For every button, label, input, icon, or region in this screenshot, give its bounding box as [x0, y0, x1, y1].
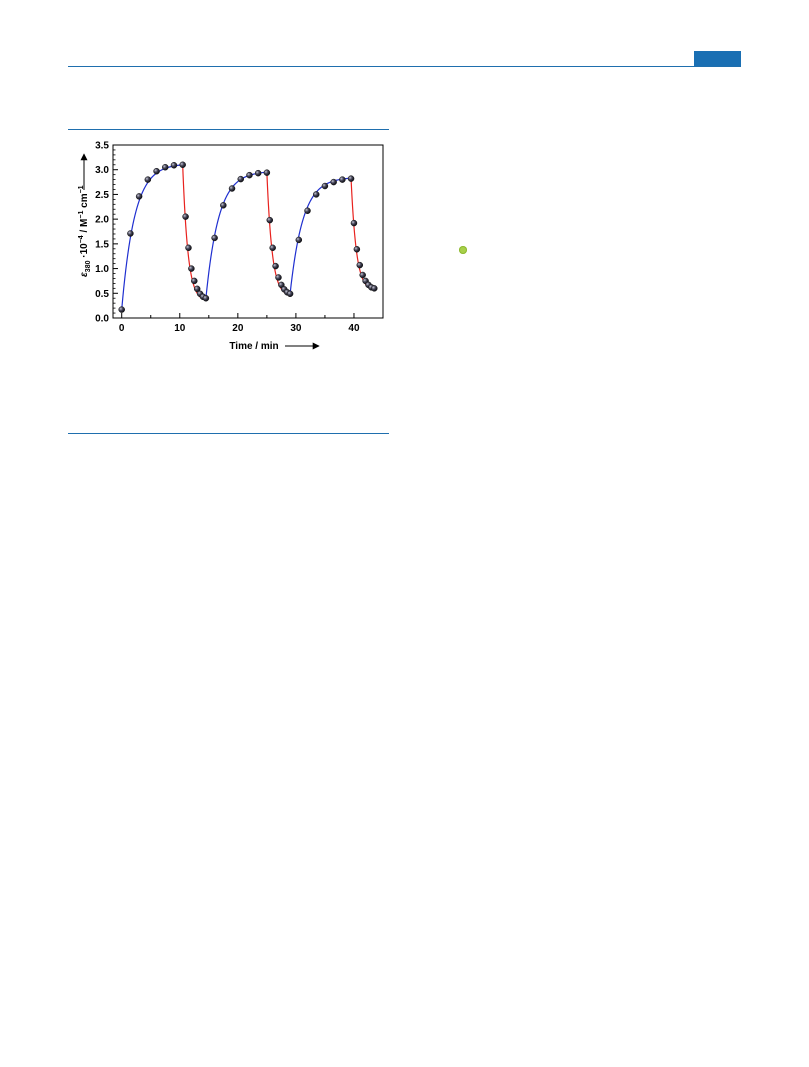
data-point: [272, 262, 279, 270]
fit-curves: [121, 164, 375, 310]
data-point: [347, 175, 355, 182]
data-point: [228, 185, 236, 192]
data-point: [269, 244, 276, 252]
data-points: [118, 161, 378, 313]
data-point: [188, 265, 195, 272]
data-point: [353, 246, 361, 253]
data-point: [179, 161, 186, 169]
x-tick-label: 0: [119, 323, 125, 334]
data-point: [211, 234, 218, 242]
y-tick-label: 0.5: [95, 289, 109, 300]
data-point: [246, 171, 253, 179]
y-tick-label: 3.5: [95, 141, 109, 152]
data-point: [170, 162, 178, 169]
y-tick-label: 3.0: [95, 165, 109, 176]
x-tick-label: 30: [290, 323, 302, 334]
data-point: [185, 244, 192, 252]
data-point: [182, 213, 189, 220]
data-point: [162, 163, 169, 171]
data-point: [220, 202, 227, 209]
data-point: [312, 191, 320, 198]
data-point: [371, 285, 378, 292]
y-axis-title: ε380 ·10−4 / M−1 cm−1: [78, 185, 92, 277]
data-point: [321, 182, 329, 190]
data-point: [254, 169, 262, 177]
figure-top-rule: [68, 129, 389, 130]
y-tick-label: 0.0: [95, 314, 109, 325]
data-point: [304, 207, 311, 214]
data-point: [202, 294, 210, 302]
header-rule: [68, 66, 741, 67]
data-point: [193, 285, 201, 293]
y-tick-label: 2.5: [95, 190, 109, 201]
y-tick-label: 1.5: [95, 239, 109, 250]
data-point: [135, 193, 143, 200]
data-point: [275, 274, 282, 281]
rise-fit-curve: [289, 177, 352, 294]
absorbance-time-chart: 0 10 20 30 40 0.0 0.5 1.0 1.5 2.0 2.5 3.0 3.5 Time …: [78, 141, 384, 352]
y-axis-ticks: 0.0 0.5 1.0 1.5 2.0 2.5 3.0 3.5: [95, 141, 118, 325]
plot-frame: [112, 144, 384, 319]
header-tab: [694, 51, 741, 66]
rise-fit-curve: [121, 164, 183, 310]
green-dot-marker: [459, 246, 467, 254]
data-point: [359, 271, 366, 279]
data-point: [144, 176, 152, 183]
data-point: [118, 306, 125, 313]
data-point: [286, 290, 294, 298]
x-tick-label: 10: [174, 323, 186, 334]
data-point: [356, 261, 364, 269]
y-tick-label: 1.0: [95, 264, 109, 275]
y-tick-label: 2.0: [95, 215, 109, 226]
data-point: [263, 169, 271, 176]
data-point: [330, 178, 337, 186]
x-axis-title: Time / min: [229, 341, 278, 352]
x-tick-label: 20: [232, 323, 244, 334]
data-point: [266, 216, 274, 224]
data-point: [295, 236, 303, 244]
data-point: [339, 176, 346, 183]
data-point: [237, 175, 244, 183]
data-point: [153, 167, 160, 175]
x-tick-label: 40: [348, 323, 360, 334]
data-point: [350, 219, 358, 227]
figure-bottom-rule: [68, 433, 389, 434]
data-point: [127, 230, 134, 237]
data-point: [191, 277, 198, 285]
x-axis-ticks: 0 10 20 30 40: [119, 313, 360, 334]
